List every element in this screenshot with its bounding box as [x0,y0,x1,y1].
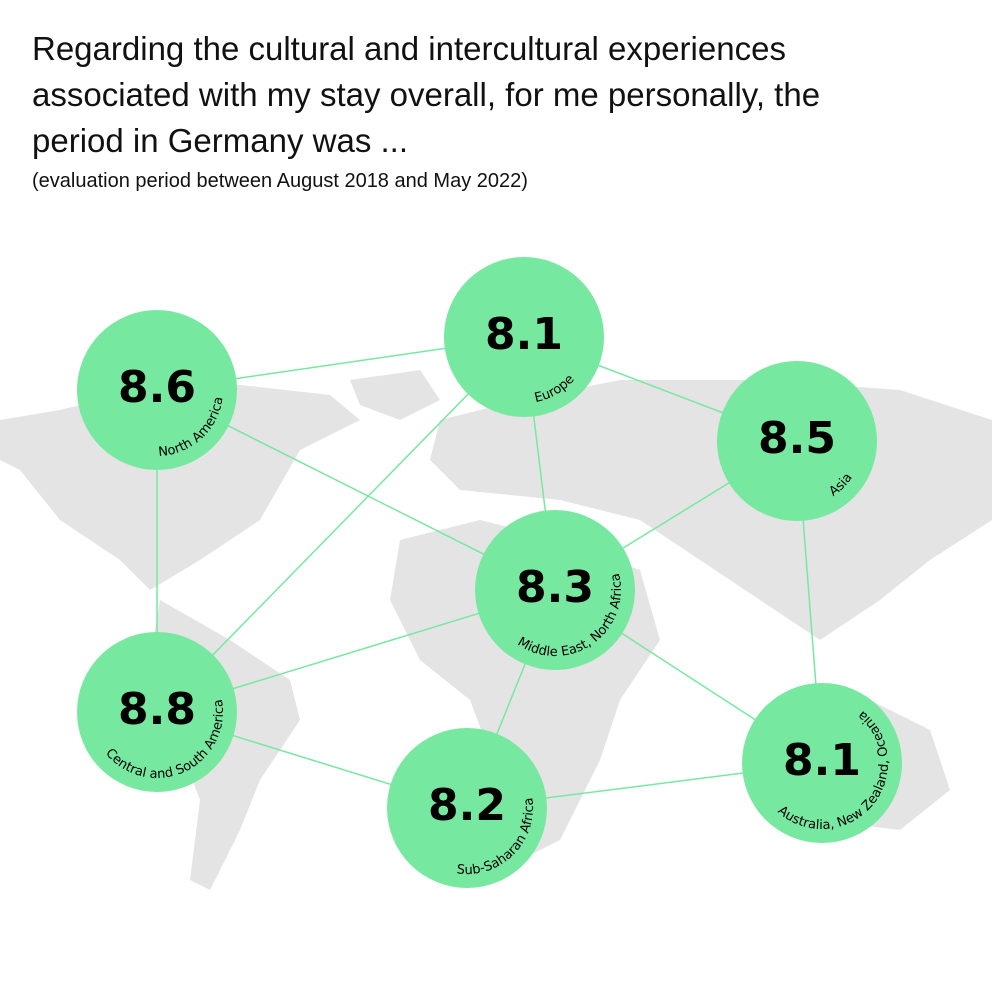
region-value: 8.5 [758,413,836,464]
region-circle [475,510,635,670]
chart-subtitle: (evaluation period between August 2018 a… [32,170,528,192]
chart-title: Regarding the cultural and intercultural… [32,30,821,159]
region-value: 8.1 [485,309,563,360]
region-circle [387,728,547,888]
region-value: 8.3 [516,562,594,613]
region-value: 8.6 [118,362,196,413]
region-circle [77,632,237,792]
region-circle [77,310,237,470]
region-value: 8.1 [783,735,861,786]
region-value: 8.2 [428,780,506,831]
region-circle [717,361,877,521]
region-circle [444,257,604,417]
region-value: 8.8 [118,684,196,735]
region-circle [742,683,902,843]
connector [156,336,525,713]
